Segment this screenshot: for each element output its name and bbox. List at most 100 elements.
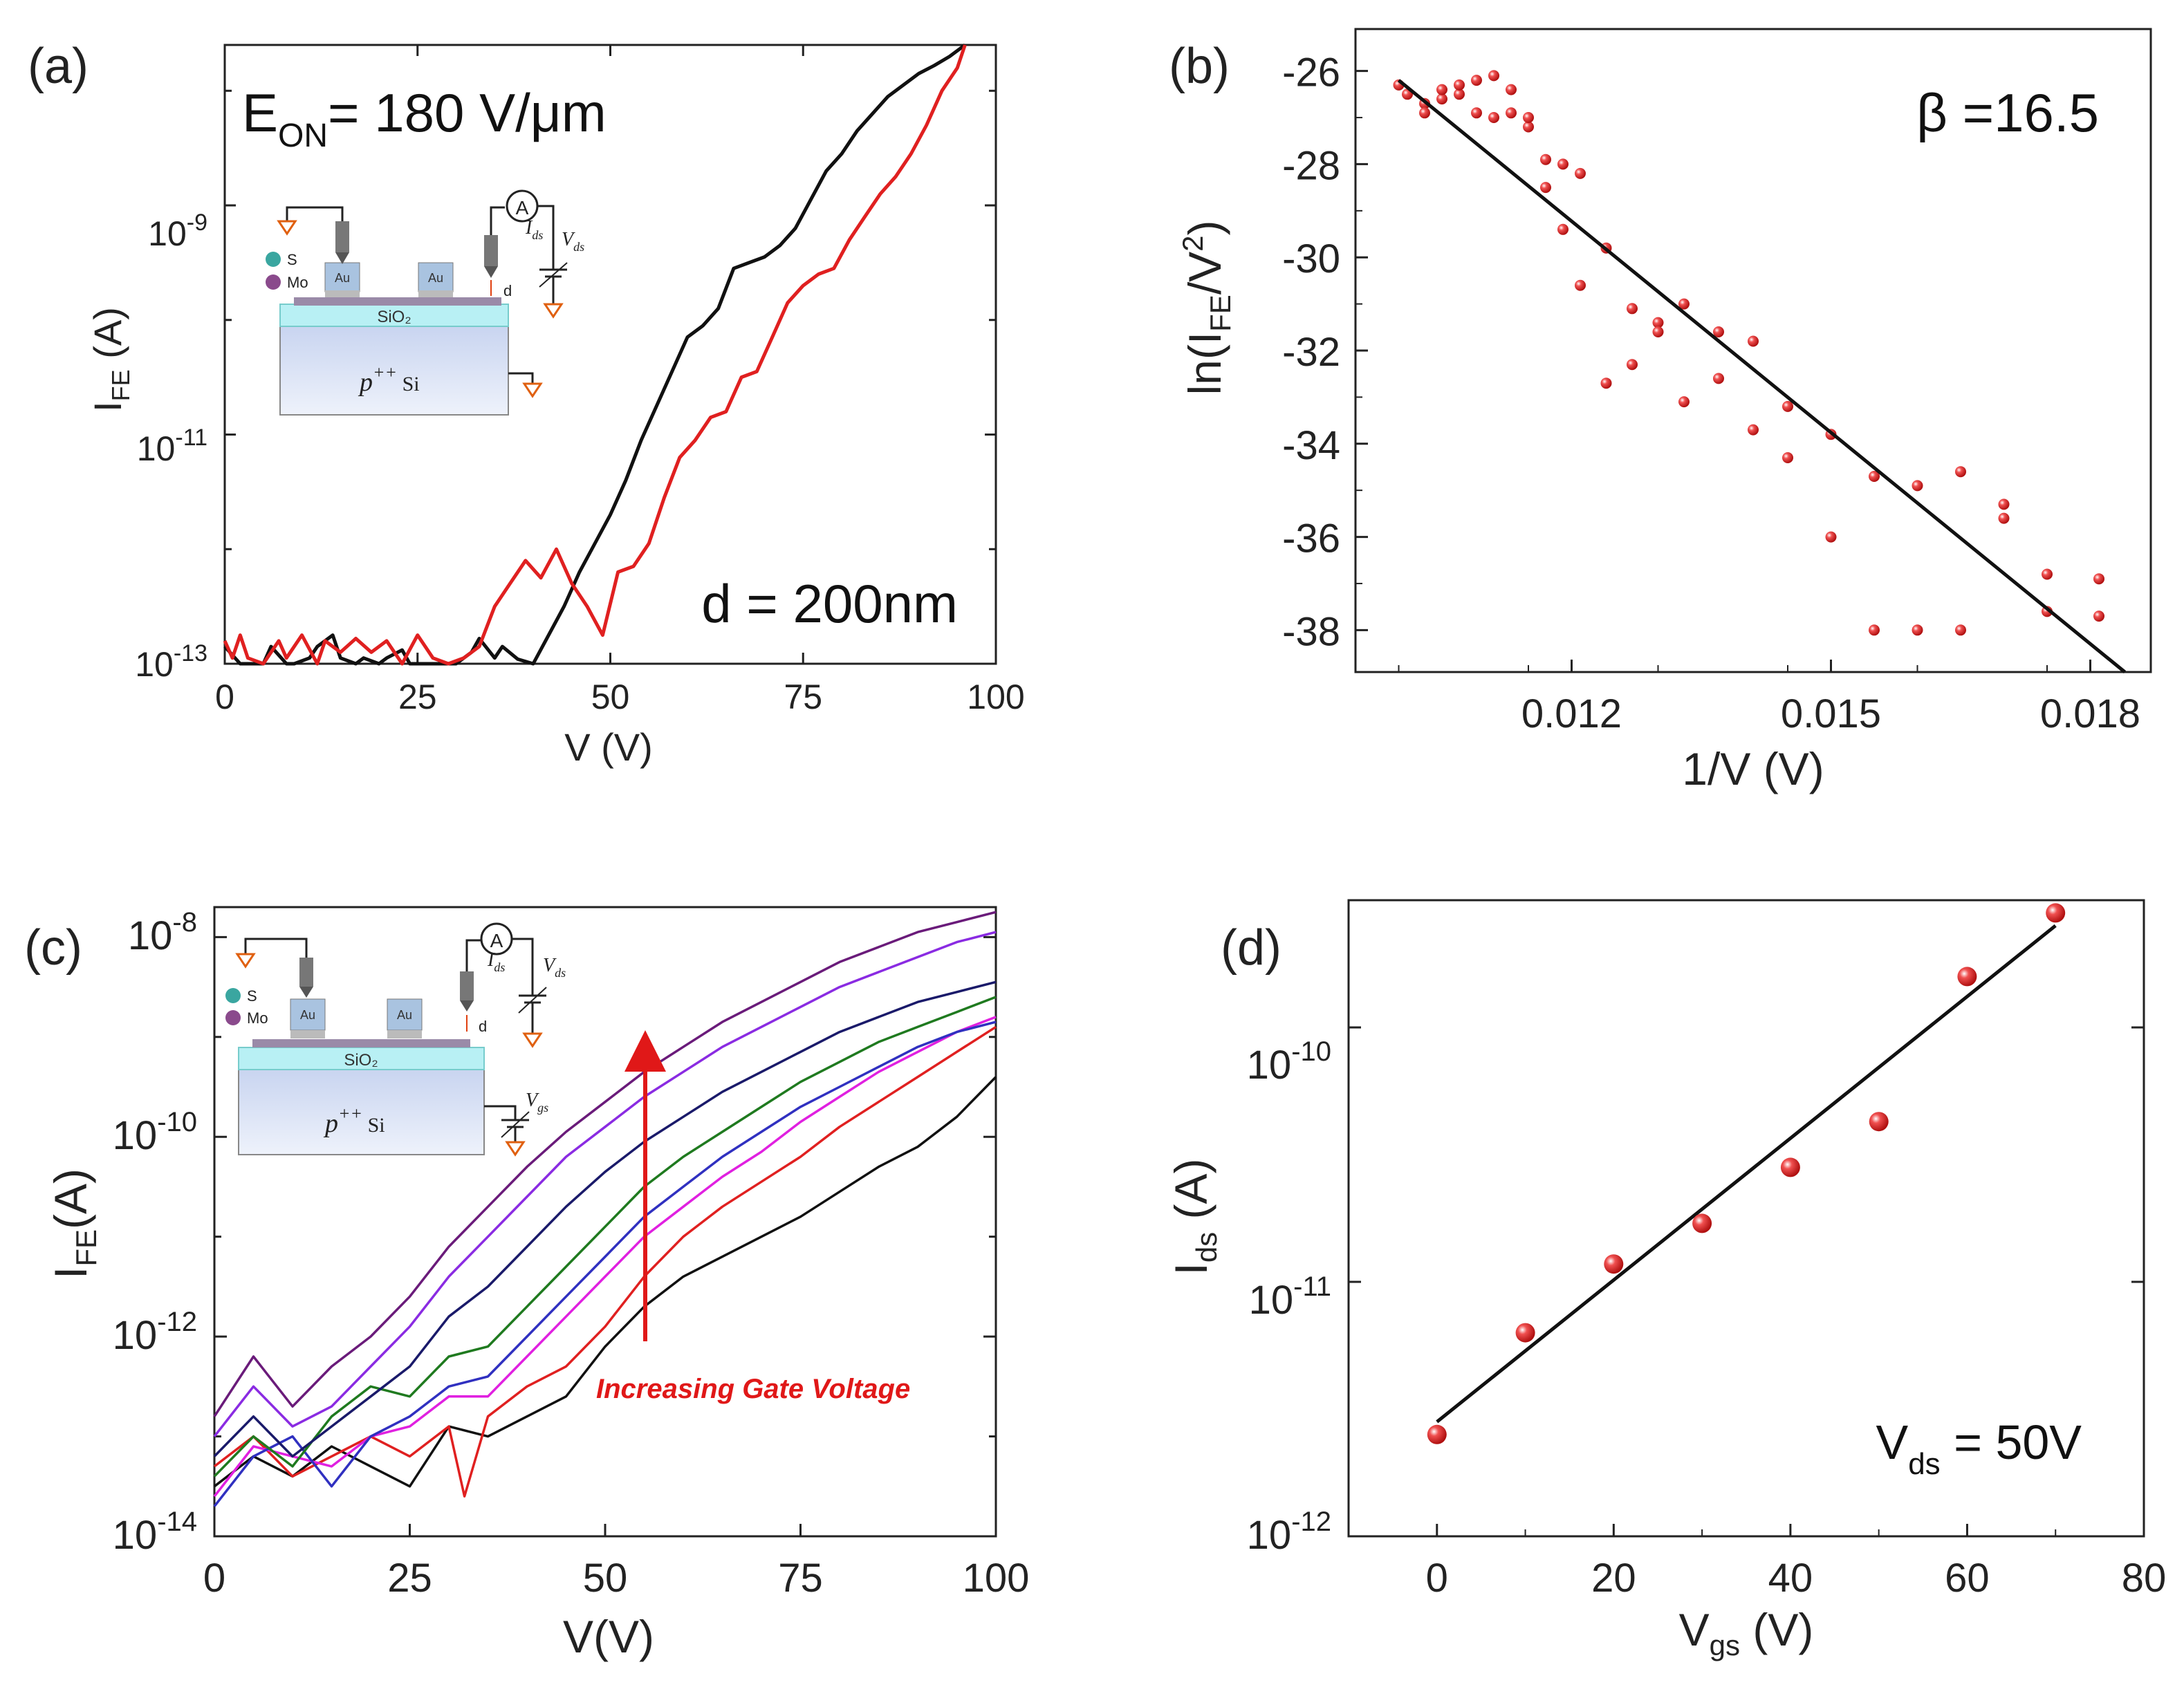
x-tick-label-b-2: 0.018 (2040, 691, 2140, 736)
data-point-b-32 (1748, 424, 1759, 436)
s-legend-label-a: S (287, 251, 297, 268)
series-line-c-Vg4 (213, 1021, 997, 1507)
sio2-label-a: SiO₂ (377, 308, 411, 326)
s-atom-legend-c (225, 988, 241, 1003)
si-label-a: p++ Si (358, 362, 420, 397)
ti-layer-a2 (418, 290, 453, 297)
data-point-b-14 (1523, 121, 1534, 133)
data-point-b-18 (1557, 158, 1568, 170)
x-tick-label-b-1: 0.015 (1781, 691, 1881, 736)
x-tick-label-c-2: 50 (583, 1556, 628, 1601)
y-tick-a-2: 10-9 (148, 209, 207, 253)
data-point-b-48 (2093, 611, 2104, 622)
y-tick-d-1: 10-11 (1249, 1271, 1331, 1323)
ids-label-c: Ids (487, 949, 505, 974)
x-tick-label-a-0: 0 (215, 678, 234, 716)
data-point-d-7 (2046, 903, 2066, 923)
panel-label-b: (b) (1169, 39, 1230, 94)
series-line-c-Vg1 (213, 1076, 997, 1488)
y-tick-c-3: 10-8 (128, 907, 197, 958)
x-axis-label-c: V(V) (563, 1611, 654, 1662)
y-axis-label-b: ln(IFE/V2) (1176, 220, 1237, 395)
ground-symbol-c1 (235, 953, 256, 969)
x-tick-label-b-0: 0.012 (1521, 691, 1622, 736)
s-legend-label-c: S (247, 987, 257, 1005)
data-point-b-42 (1955, 466, 1966, 478)
series-line-c-Vg3 (213, 1016, 997, 1498)
y-tick-c-0: 10-14 (113, 1507, 197, 1558)
data-point-b-12 (1506, 107, 1517, 119)
data-point-b-38 (1869, 471, 1880, 482)
probe-tip-c2 (460, 1000, 474, 1012)
vds-label-a: Vds (562, 229, 584, 254)
data-point-b-25 (1627, 359, 1638, 371)
series-line-c-Vg2 (213, 1025, 997, 1498)
data-point-b-8 (1471, 107, 1482, 119)
axes-ticks-c (213, 935, 997, 1538)
data-point-b-13 (1506, 84, 1517, 95)
series-line-c-Vg7 (213, 931, 997, 1437)
y-tick-label-b-0: -26 (1282, 50, 1340, 95)
meter-wire-c1 (465, 939, 481, 971)
gap-label-c: d (479, 1018, 487, 1035)
x-axis-label-a: V (V) (564, 725, 653, 769)
data-point-b-49 (2093, 573, 2104, 585)
data-point-b-17 (1540, 182, 1551, 194)
x-tick-label-d-0: 0 (1426, 1556, 1448, 1601)
mos2-flake-c (252, 1039, 470, 1047)
au-contact-a2 (418, 262, 454, 292)
series-line-a-red (223, 44, 967, 666)
meter-wire-c2 (512, 938, 534, 996)
x-tick-label-a-3: 75 (784, 678, 822, 716)
data-point-b-5 (1436, 84, 1447, 95)
substrate-wire-a (508, 372, 534, 384)
data-point-d-6 (1957, 967, 1977, 987)
series-group-a (223, 43, 967, 666)
panel-c: (c) 0 25 50 75 100 10-14 10-12 10-10 10-8 V(… (24, 906, 1030, 1662)
y-axis-label-a: IFE (A) (86, 307, 135, 412)
battery-variable-c (518, 987, 547, 1014)
data-point-b-15 (1523, 112, 1534, 123)
ammeter-label-a: A (516, 197, 529, 218)
axes-ticks-a (223, 45, 997, 665)
series-line-c-Vg6 (213, 980, 997, 1458)
data-point-b-39 (1869, 624, 1880, 636)
x-tick-label-c-4: 100 (963, 1556, 1030, 1601)
data-point-b-10 (1488, 112, 1499, 123)
probe-a2 (484, 235, 498, 266)
panel-a: (a) 0 25 50 75 100 10-13 10-11 10-9 V (V) IF… (28, 39, 1025, 769)
inset-schematic-c: p++ Si SiO₂ Au Au A Ids Vds (225, 922, 566, 1157)
data-point-d-0 (1427, 1424, 1447, 1444)
y-tick-c-1: 10-12 (113, 1307, 197, 1358)
gate-wire-c (484, 1105, 517, 1120)
gate-voltage-label: Increasing Gate Voltage (596, 1374, 910, 1404)
data-point-d-4 (1780, 1157, 1800, 1177)
data-point-b-20 (1575, 167, 1586, 179)
y-tick-label-b-6: -38 (1282, 609, 1340, 654)
ti-layer-a1 (325, 290, 360, 297)
data-point-b-21 (1575, 279, 1586, 291)
mo-atom-legend-a (266, 274, 281, 290)
gap-annotation: d = 200nm (701, 573, 958, 634)
x-tick-label-d-4: 80 (2122, 1556, 2167, 1601)
data-point-b-11 (1488, 70, 1499, 82)
data-point-b-35 (1782, 400, 1793, 412)
y-tick-label-b-4: -34 (1282, 423, 1340, 468)
mo-atom-legend-c (225, 1010, 241, 1025)
ground-wire-c1 (244, 938, 308, 958)
series-line-a-black (223, 43, 966, 666)
x-axis-label-b: 1/V (V) (1682, 743, 1824, 794)
scatter-group-b (1393, 70, 2104, 636)
data-point-b-4 (1436, 93, 1447, 105)
data-point-d-5 (1869, 1112, 1889, 1132)
y-tick-label-b-5: -36 (1282, 516, 1340, 561)
series-line-c-Vg8 (213, 911, 997, 1417)
y-tick-c-2: 10-10 (113, 1107, 197, 1158)
y-tick-labels-d: 10-12 10-11 10-10 (1247, 1036, 1331, 1558)
series-line-c-Vg5 (213, 996, 997, 1478)
y-tick-d-0: 10-12 (1247, 1507, 1331, 1558)
data-point-b-28 (1678, 298, 1690, 310)
inset-schematic-a: p++ Si SiO₂ Au Au A Ids Vds (266, 189, 584, 416)
x-tick-label-c-0: 0 (203, 1556, 225, 1601)
